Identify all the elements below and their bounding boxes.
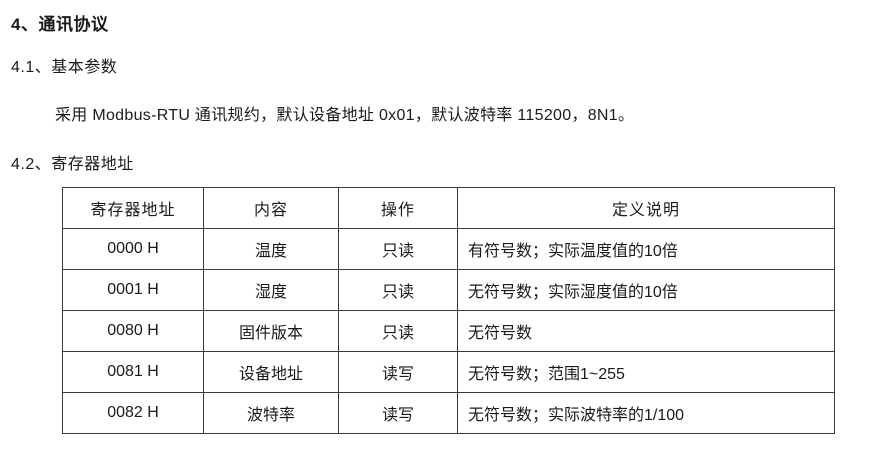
table-cell: 读写 <box>338 392 458 434</box>
table-cell: 有符号数；实际温度值的10倍 <box>457 228 835 270</box>
table-cell: 波特率 <box>203 392 339 434</box>
table-cell: 0080 H <box>62 310 204 352</box>
table-header-cell: 寄存器地址 <box>62 187 204 229</box>
table-row: 0081 H 设备地址 读写 无符号数；范围1~255 <box>62 351 835 393</box>
table-cell: 0001 H <box>62 269 204 311</box>
table-cell: 0081 H <box>62 351 204 393</box>
table-cell: 湿度 <box>203 269 339 311</box>
table-cell: 读写 <box>338 351 458 393</box>
table-row: 0000 H 温度 只读 有符号数；实际温度值的10倍 <box>62 228 835 270</box>
register-table: 寄存器地址 内容 操作 定义说明 0000 H 温度 只读 有符号数；实际温度值的10倍 00… <box>62 187 835 434</box>
table-cell: 无符号数；实际波特率的1/100 <box>457 392 835 434</box>
table-row: 0082 H 波特率 读写 无符号数；实际波特率的1/100 <box>62 392 835 434</box>
paragraph-protocol-description: 采用 Modbus-RTU 通讯规约，默认设备地址 0x01，默认波特率 115… <box>55 107 635 124</box>
table-cell: 只读 <box>338 310 458 352</box>
section-register-address: 4.2、寄存器地址 <box>11 156 134 173</box>
table-cell: 温度 <box>203 228 339 270</box>
section-basic-parameters: 4.1、基本参数 <box>11 59 118 76</box>
table-cell: 无符号数；实际湿度值的10倍 <box>457 269 835 311</box>
table-cell: 只读 <box>338 228 458 270</box>
table-cell: 0082 H <box>62 392 204 434</box>
table-cell: 设备地址 <box>203 351 339 393</box>
table-cell: 无符号数 <box>457 310 835 352</box>
table-header-row: 寄存器地址 内容 操作 定义说明 <box>62 187 835 229</box>
table-cell: 只读 <box>338 269 458 311</box>
table-row: 0001 H 湿度 只读 无符号数；实际湿度值的10倍 <box>62 269 835 311</box>
table-header-cell: 内容 <box>203 187 339 229</box>
table-cell: 0000 H <box>62 228 204 270</box>
table-cell: 固件版本 <box>203 310 339 352</box>
table-row: 0080 H 固件版本 只读 无符号数 <box>62 310 835 352</box>
heading-communication-protocol: 4、通讯协议 <box>11 15 109 34</box>
table-header-cell: 定义说明 <box>457 187 835 229</box>
table-cell: 无符号数；范围1~255 <box>457 351 835 393</box>
table-header-cell: 操作 <box>338 187 458 229</box>
